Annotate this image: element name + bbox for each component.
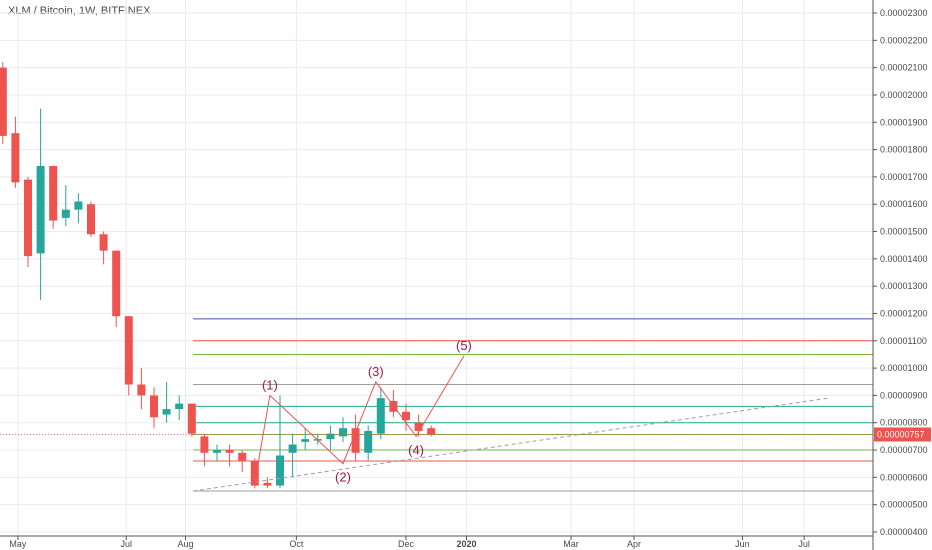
price-tick-label: 0.00000500: [880, 500, 928, 510]
fibonacci-levels: [193, 318, 873, 492]
wave-label: (4): [408, 442, 424, 457]
price-tick-label: 0.00002100: [880, 63, 928, 73]
price-tick-label: 0.00000900: [880, 390, 928, 400]
candle-up: [36, 165, 45, 254]
candle-down: [351, 428, 360, 453]
candle-down: [11, 133, 20, 183]
price-tick-label: 0.00001400: [880, 254, 928, 264]
wave-label: (3): [368, 364, 384, 379]
candle-down: [24, 179, 32, 257]
trendline-dashed: [192, 397, 829, 492]
candle-down: [250, 460, 259, 486]
candle-up: [301, 439, 310, 442]
candle-down: [225, 450, 234, 453]
price-tick-label: 0.00001200: [880, 308, 928, 318]
candle-up: [339, 428, 347, 437]
price-tick-label: 0.00001900: [880, 117, 928, 127]
time-tick-label: Mar: [563, 539, 579, 549]
price-tick-label: 0.00001600: [880, 199, 928, 209]
price-tick-label: 0.00000800: [880, 418, 928, 428]
elliott-wave: (1) (2) (3) (4) (5): [254, 338, 472, 485]
candle-down: [402, 411, 410, 421]
candlesticks: [0, 62, 436, 489]
candle-down: [200, 436, 209, 453]
wave-path: [254, 355, 465, 483]
candle-down: [427, 428, 436, 435]
candle-up: [288, 444, 297, 453]
candle-up: [74, 201, 83, 210]
candle-down: [187, 403, 196, 434]
candle-down: [238, 452, 247, 461]
wave-label: (5): [456, 338, 472, 353]
time-tick-label: Apr: [627, 539, 641, 549]
candle-down: [150, 395, 158, 418]
candle-down: [263, 482, 272, 486]
candle-down: [414, 422, 423, 431]
price-tick-label: 0.00001700: [880, 172, 928, 182]
time-tick-label: Aug: [177, 539, 193, 549]
price-tick-label: 0.00002200: [880, 35, 928, 45]
candle-down: [137, 384, 146, 396]
candle-up: [276, 455, 284, 486]
wave-label: (2): [335, 470, 351, 485]
candle-down: [112, 250, 121, 317]
time-tick-label: 2020: [456, 539, 476, 549]
price-tick-label: 0.00000600: [880, 472, 928, 482]
price-tick-label: 0.00001100: [880, 336, 927, 346]
time-tick-label: Oct: [289, 539, 304, 549]
candle-up: [364, 430, 373, 453]
candle-up: [376, 398, 385, 434]
candle-down: [87, 204, 95, 235]
candle-down: [0, 67, 7, 136]
time-tick-label: Jun: [735, 539, 750, 549]
time-tick-label: May: [9, 539, 27, 549]
candle-down: [124, 316, 133, 385]
price-tick-label: 0.00002300: [880, 8, 928, 18]
time-tick-label: Dec: [398, 539, 415, 549]
price-tick-label: 0.00001000: [880, 363, 928, 373]
time-tick-label: Jul: [798, 539, 810, 549]
candle-up: [61, 209, 70, 218]
price-tick-label: 0.00001300: [880, 281, 928, 291]
price-tick-label: 0.00000700: [880, 445, 928, 455]
last-price-label: 0.00000757: [877, 429, 925, 439]
symbol-title: XLM / Bitcoin, 1W, BITFINEX: [8, 5, 151, 17]
trendline: [192, 397, 829, 492]
last-price-tag: [874, 427, 931, 442]
time-tick-label: Jul: [121, 539, 133, 549]
candle-up: [175, 403, 184, 410]
candle-down: [49, 165, 58, 221]
wave-label: (1): [262, 377, 278, 392]
candle-up: [326, 433, 335, 440]
price-tick-label: 0.00001500: [880, 227, 928, 237]
candle-up: [162, 409, 171, 415]
price-tick-label: 0.00002000: [880, 90, 928, 100]
candle-down: [99, 234, 108, 251]
price-tick-label: 0.00000400: [880, 527, 928, 537]
candle-up: [213, 450, 221, 453]
price-tick-label: 0.00001800: [880, 145, 928, 155]
